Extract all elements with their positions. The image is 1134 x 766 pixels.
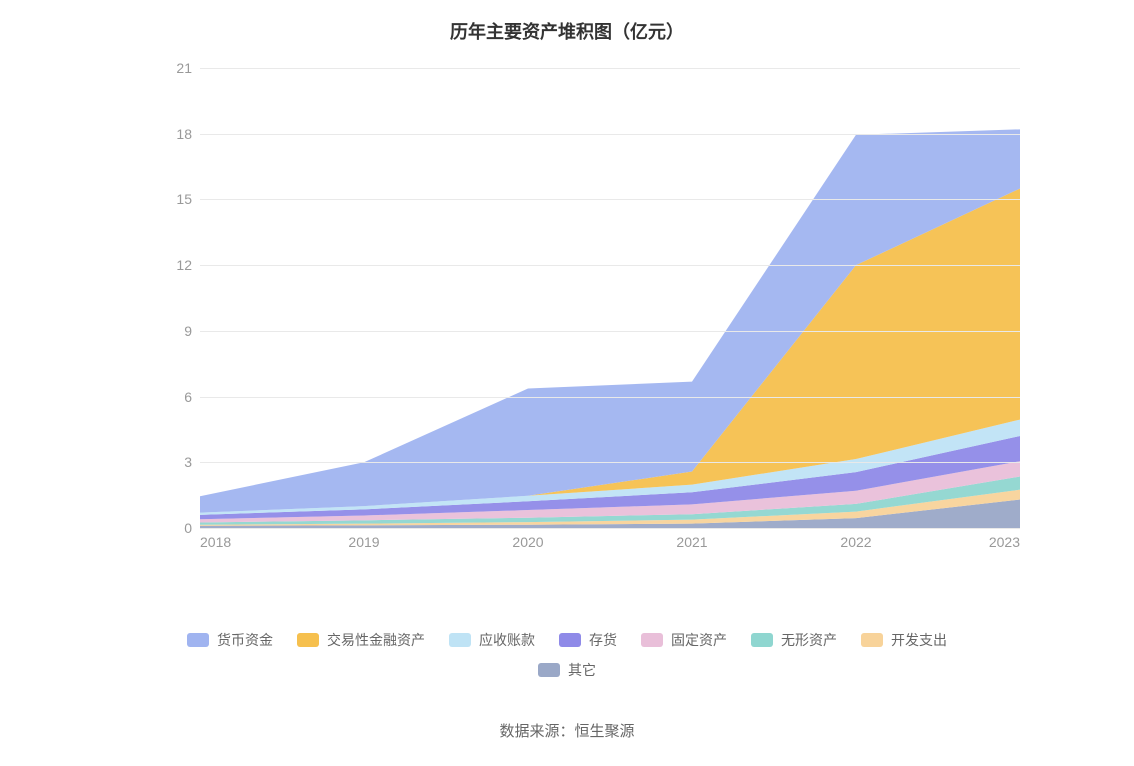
- x-axis-label: 2020: [512, 534, 543, 550]
- x-axis-label: 2019: [348, 534, 379, 550]
- gridline: [200, 397, 1020, 398]
- legend-label: 开发支出: [891, 630, 947, 650]
- legend-item[interactable]: 固定资产: [641, 630, 727, 650]
- gridline: [200, 528, 1020, 529]
- legend-label: 固定资产: [671, 630, 727, 650]
- legend-label: 应收账款: [479, 630, 535, 650]
- legend-swatch: [861, 633, 883, 647]
- gridline: [200, 134, 1020, 135]
- legend-item[interactable]: 无形资产: [751, 630, 837, 650]
- x-axis-label: 2018: [200, 534, 231, 550]
- y-axis-label: 12: [176, 257, 200, 273]
- gridline: [200, 265, 1020, 266]
- chart-title: 历年主要资产堆积图（亿元）: [0, 0, 1134, 44]
- legend: 货币资金 交易性金融资产 应收账款 存货 固定资产 无形资产 开发支出其它: [0, 630, 1134, 680]
- legend-label: 无形资产: [781, 630, 837, 650]
- y-axis-label: 18: [176, 126, 200, 142]
- gridline: [200, 199, 1020, 200]
- legend-item[interactable]: 应收账款: [449, 630, 535, 650]
- x-axis-label: 2023: [989, 534, 1020, 550]
- x-axis-label: 2021: [676, 534, 707, 550]
- chart-container: 历年主要资产堆积图（亿元） 03691215182120182019202020…: [0, 0, 1134, 766]
- stacked-areas-svg: [200, 68, 1020, 528]
- legend-swatch: [751, 633, 773, 647]
- legend-label: 货币资金: [217, 630, 273, 650]
- y-axis-label: 0: [184, 520, 200, 536]
- plot-background: [200, 68, 1020, 528]
- legend-swatch: [538, 663, 560, 677]
- y-axis-label: 9: [184, 323, 200, 339]
- y-axis-label: 3: [184, 454, 200, 470]
- legend-label: 交易性金融资产: [327, 630, 425, 650]
- legend-swatch: [187, 633, 209, 647]
- y-axis-label: 6: [184, 389, 200, 405]
- legend-swatch: [559, 633, 581, 647]
- gridline: [200, 68, 1020, 69]
- chart-plot-area: 036912151821201820192020202120222023: [200, 68, 1020, 528]
- data-source-label: 数据来源：恒生聚源: [0, 720, 1134, 741]
- legend-label: 存货: [589, 630, 617, 650]
- legend-item[interactable]: 存货: [559, 630, 617, 650]
- x-axis-label: 2022: [840, 534, 871, 550]
- legend-swatch: [297, 633, 319, 647]
- y-axis-label: 15: [176, 191, 200, 207]
- y-axis-label: 21: [176, 60, 200, 76]
- legend-item[interactable]: 交易性金融资产: [297, 630, 425, 650]
- gridline: [200, 331, 1020, 332]
- legend-swatch: [641, 633, 663, 647]
- gridline: [200, 462, 1020, 463]
- legend-item[interactable]: 其它: [538, 660, 596, 680]
- legend-item[interactable]: 货币资金: [187, 630, 273, 650]
- legend-label: 其它: [568, 660, 596, 680]
- legend-item[interactable]: 开发支出: [861, 630, 947, 650]
- legend-swatch: [449, 633, 471, 647]
